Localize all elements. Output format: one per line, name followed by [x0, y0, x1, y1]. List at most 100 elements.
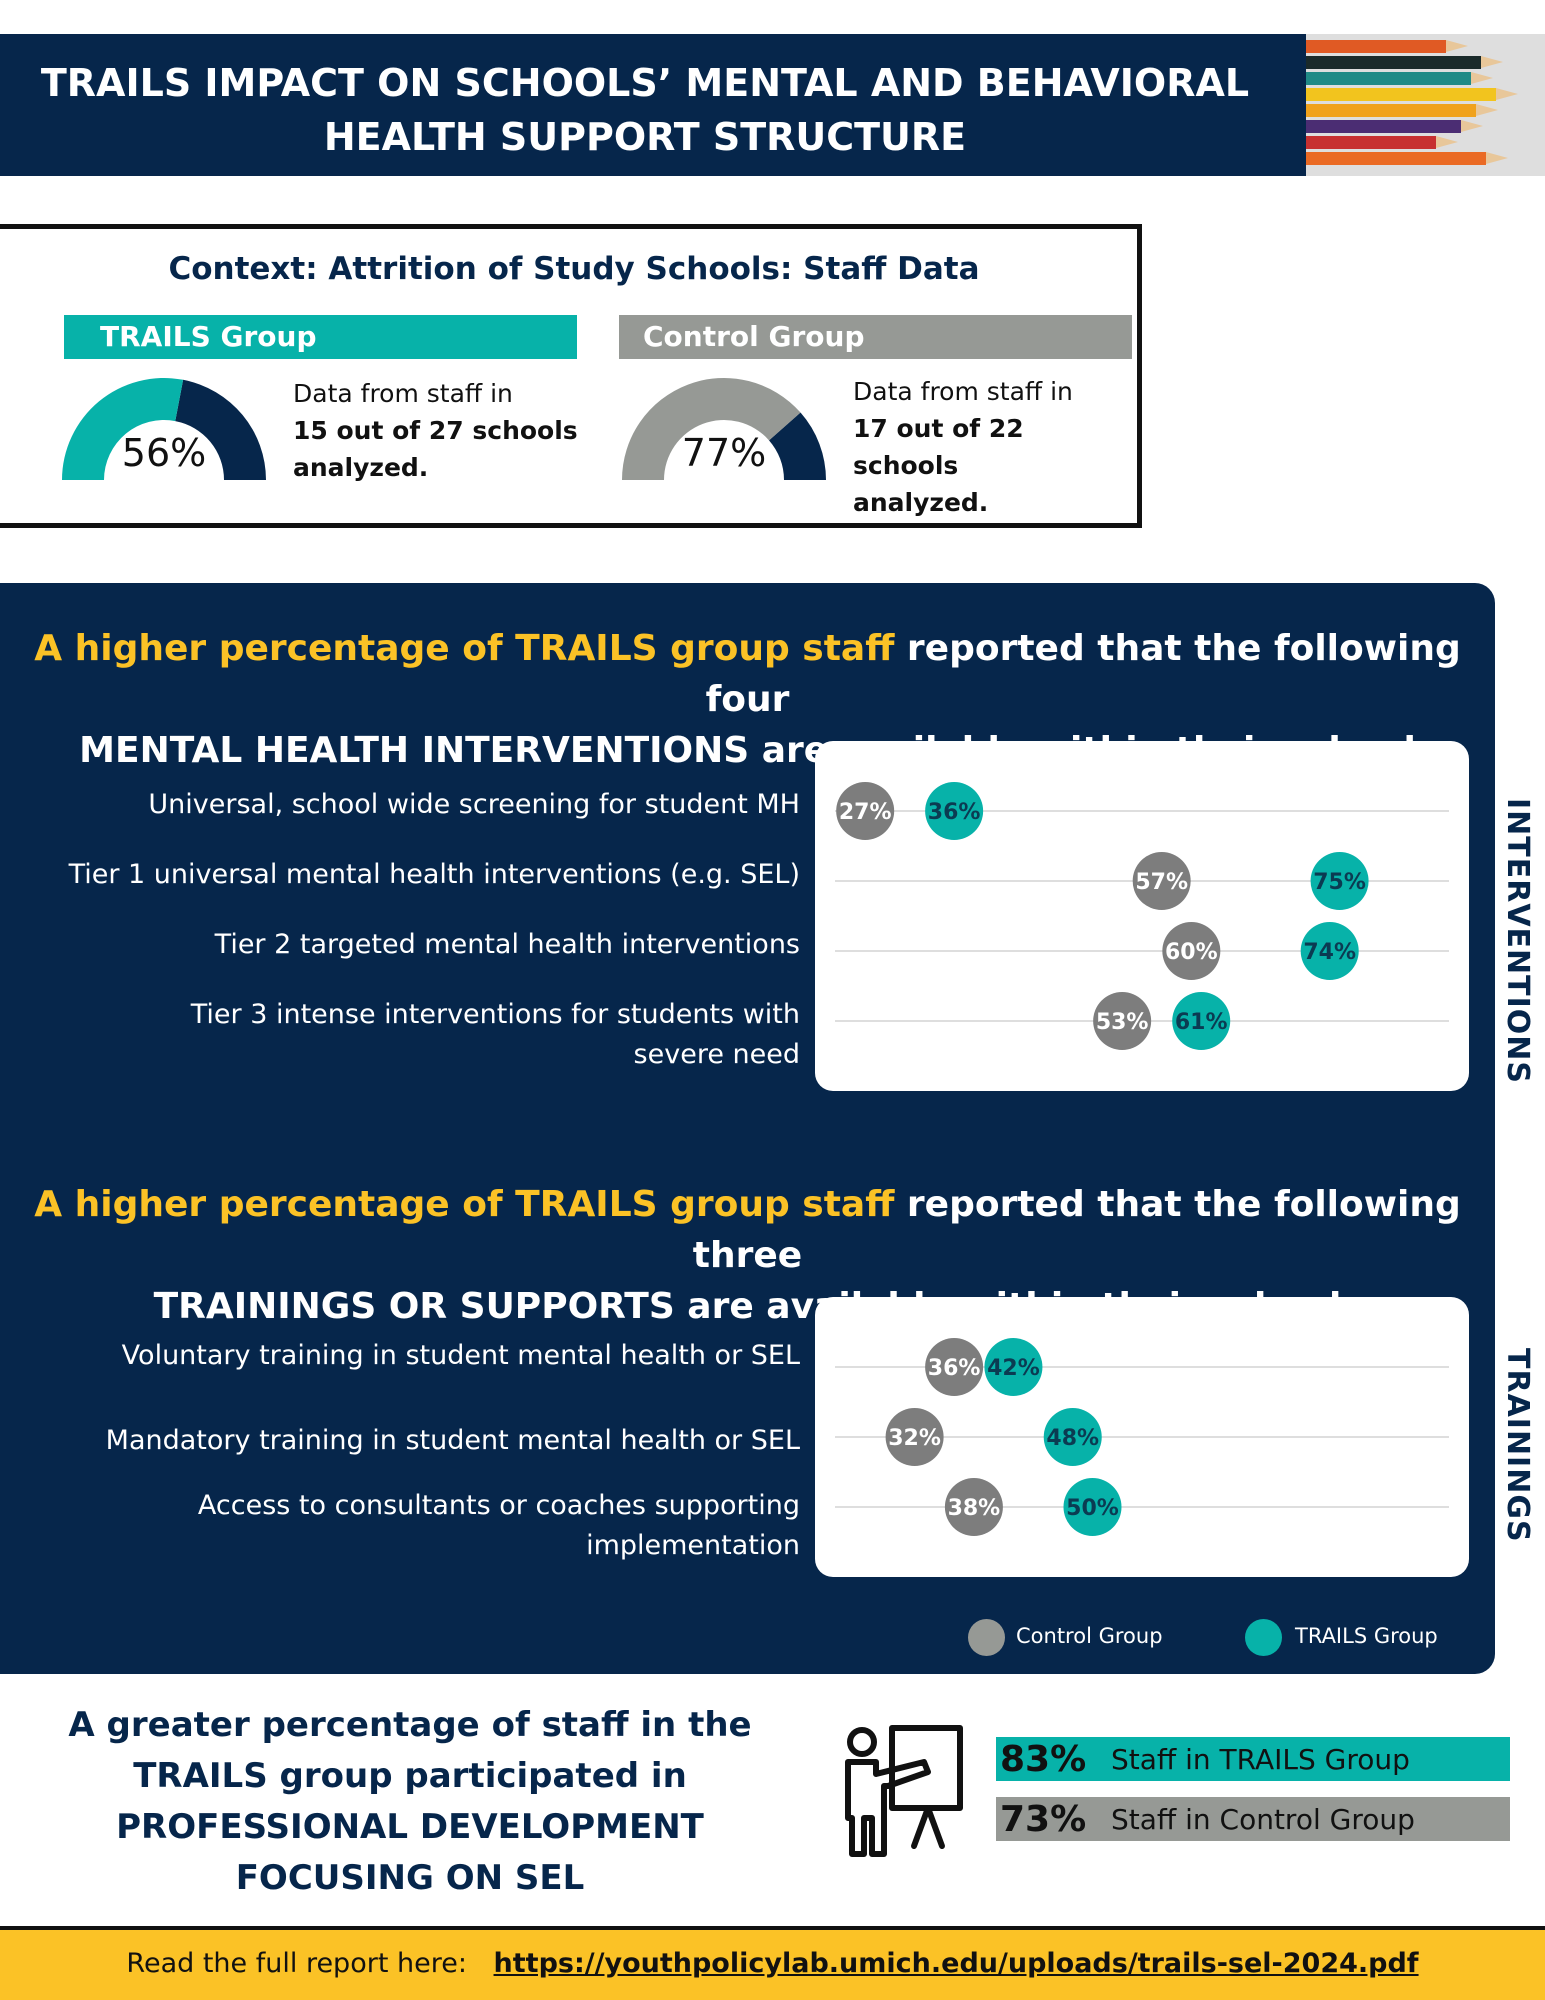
- data-label: 75%: [1313, 870, 1366, 895]
- row-label-line: Voluntary training in student mental hea…: [121, 1340, 800, 1371]
- pd-trails-label: Staff in TRAILS Group: [1111, 1743, 1410, 1776]
- interventions-dot-chart: 27% 57% 60% 53% 36% 75% 74% 61%: [835, 782, 1449, 1050]
- trainings-chart-card: 36% 32% 38% 42% 48% 50%: [815, 1297, 1469, 1577]
- pd-control-label: Staff in Control Group: [1111, 1803, 1415, 1836]
- data-point-marker: [1162, 922, 1221, 980]
- data-point-marker: [885, 1408, 944, 1466]
- data-point-marker: [1132, 852, 1191, 910]
- data-point-marker: [944, 1478, 1003, 1536]
- legend-trails-dot: [1245, 1619, 1282, 1656]
- row-label-line: Tier 3 intense interventions for student…: [190, 999, 800, 1030]
- control-gauge: [622, 378, 826, 480]
- report-link[interactable]: https://youthpolicylab.umich.edu/uploads…: [493, 1948, 1419, 1979]
- data-label: 36%: [928, 800, 981, 825]
- trails-data-point: 74%: [1300, 922, 1359, 980]
- control-gauge-percent: 77%: [681, 431, 767, 475]
- data-point-marker: [836, 782, 895, 840]
- data-label: 36%: [928, 1356, 981, 1381]
- data-label: 53%: [1096, 1010, 1149, 1035]
- row-label: Tier 1 universal mental health intervent…: [0, 855, 800, 895]
- row-label-line: Tier 2 targeted mental health interventi…: [214, 929, 800, 960]
- row-label: Tier 2 targeted mental health interventi…: [0, 925, 800, 965]
- control-group-band: Control Group: [619, 315, 1132, 359]
- footer-content: Read the full report here: https://youth…: [0, 1948, 1545, 1979]
- data-label: 48%: [1046, 1426, 1099, 1451]
- interventions-heading-line1: A higher percentage of TRAILS group staf…: [0, 623, 1495, 725]
- trails-data-point: 36%: [925, 782, 984, 840]
- row-label-line: Tier 1 universal mental health intervent…: [68, 859, 800, 890]
- row-label: Voluntary training in student mental hea…: [0, 1336, 800, 1376]
- control-note-bold2: analyzed.: [853, 488, 989, 517]
- findings-panel: A higher percentage of TRAILS group staf…: [0, 583, 1535, 1674]
- control-data-point: 36%: [925, 1338, 984, 1396]
- trails-note-bold2: analyzed.: [293, 453, 429, 482]
- row-label-line: implementation: [586, 1530, 800, 1561]
- gauge-value-arc: [62, 378, 184, 480]
- gauge-remaining-arc: [175, 379, 266, 480]
- gauge-value-arc: [622, 378, 801, 480]
- footer-text: Read the full report here:: [126, 1948, 467, 1979]
- data-label: 74%: [1303, 940, 1356, 965]
- row-label: Tier 3 intense interventions for student…: [0, 995, 800, 1075]
- data-label: 42%: [987, 1356, 1040, 1381]
- data-point-marker: [1093, 992, 1152, 1050]
- trails-note-bold1: 15 out of 27 schools: [293, 416, 578, 445]
- data-point-marker: [1063, 1478, 1122, 1536]
- legend-control-label: Control Group: [1016, 1624, 1163, 1648]
- interventions-heading-highlight: A higher percentage of TRAILS group staf…: [34, 628, 895, 669]
- teacher-presentation-icon: [845, 1725, 963, 1857]
- context-title: Context: Attrition of Study Schools: Sta…: [168, 251, 980, 287]
- data-point-marker: [1300, 922, 1359, 980]
- trainings-row-labels: Voluntary training in student mental hea…: [0, 583, 800, 1674]
- trainings-heading-line1: A higher percentage of TRAILS group staf…: [0, 1179, 1495, 1281]
- data-label: 60%: [1165, 940, 1218, 965]
- row-label-line: Universal, school wide screening for stu…: [148, 789, 800, 820]
- trainings-dot-chart: 36% 32% 38% 42% 48% 50%: [835, 1338, 1449, 1536]
- data-point-marker: [984, 1338, 1043, 1396]
- control-data-point: 60%: [1162, 922, 1221, 980]
- data-point-marker: [1172, 992, 1231, 1050]
- data-point-marker: [1043, 1408, 1102, 1466]
- data-point-marker: [1310, 852, 1369, 910]
- trails-note: Data from staff in 15 out of 27 schools …: [293, 375, 578, 486]
- pd-control-bar: 73% Staff in Control Group: [996, 1797, 1510, 1841]
- pencils-image: [1306, 34, 1545, 176]
- data-point-marker: [925, 1338, 984, 1396]
- interventions-row-labels: Universal, school wide screening for stu…: [0, 583, 800, 1674]
- control-note-bold1: 17 out of 22 schools: [853, 414, 1024, 480]
- interventions-chart-card: 27% 57% 60% 53% 36% 75% 74% 61%: [815, 741, 1469, 1091]
- legend-control-dot: [968, 1619, 1005, 1656]
- trails-data-point: 75%: [1310, 852, 1369, 910]
- trails-data-point: 42%: [984, 1338, 1043, 1396]
- row-label: Mandatory training in student mental hea…: [0, 1421, 800, 1461]
- context-box: Context: Attrition of Study Schools: Sta…: [0, 224, 1142, 528]
- interventions-heading-rest: reported that the following four: [705, 628, 1461, 720]
- row-label: Universal, school wide screening for stu…: [0, 785, 800, 825]
- control-note: Data from staff in 17 out of 22 schools …: [853, 373, 1137, 521]
- control-note-line1: Data from staff in: [853, 377, 1073, 406]
- data-point-marker: [925, 782, 984, 840]
- footer-bar: Read the full report here: https://youth…: [0, 1926, 1545, 2000]
- control-data-point: 27%: [836, 782, 895, 840]
- data-label: 38%: [948, 1496, 1001, 1521]
- pd-trails-percent: 83%: [1000, 1739, 1087, 1780]
- row-label: Access to consultants or coaches support…: [0, 1486, 800, 1566]
- header-banner: TRAILS IMPACT ON SCHOOLS’ MENTAL AND BEH…: [0, 34, 1545, 176]
- pd-control-percent: 73%: [1000, 1799, 1087, 1840]
- page-title: TRAILS IMPACT ON SCHOOLS’ MENTAL AND BEH…: [40, 61, 1250, 159]
- data-label: 32%: [888, 1426, 941, 1451]
- interventions-side-label: INTERVENTIONS: [1500, 798, 1535, 1084]
- data-label: 61%: [1175, 1010, 1228, 1035]
- trainings-heading-rest: reported that the following three: [692, 1184, 1461, 1276]
- trails-data-point: 48%: [1043, 1408, 1102, 1466]
- trainings-side-label: TRAININGS: [1500, 1348, 1535, 1543]
- control-data-point: 53%: [1093, 992, 1152, 1050]
- trails-data-point: 50%: [1063, 1478, 1122, 1536]
- trails-note-line1: Data from staff in: [293, 379, 513, 408]
- control-data-point: 57%: [1132, 852, 1191, 910]
- trails-data-point: 61%: [1172, 992, 1231, 1050]
- legend-trails-label: TRAILS Group: [1295, 1624, 1438, 1648]
- row-label-line: severe need: [633, 1039, 800, 1070]
- data-label: 57%: [1135, 870, 1188, 895]
- trails-gauge-percent: 56%: [121, 431, 207, 475]
